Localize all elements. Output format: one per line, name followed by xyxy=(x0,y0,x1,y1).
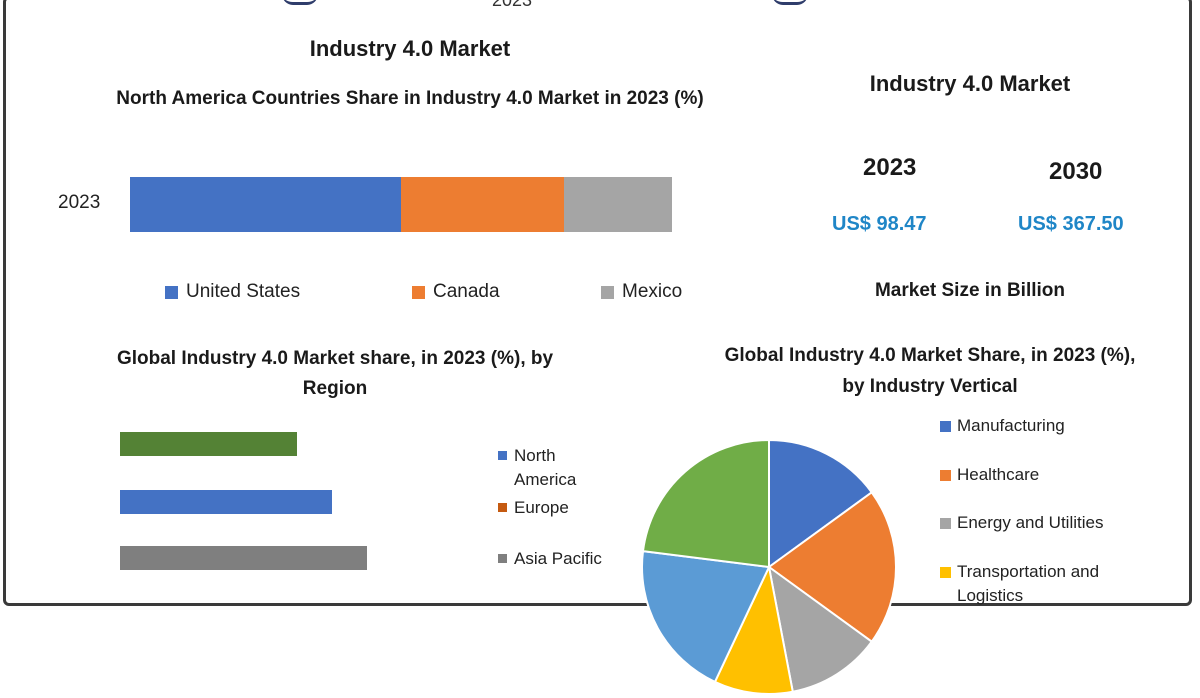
legend-united-states: United States xyxy=(165,281,300,303)
legend-transportation-and-logistics: Transportation and Logistics xyxy=(957,562,1100,605)
legend-canada: Canada xyxy=(412,281,500,303)
legend-label: United States xyxy=(186,281,301,302)
legend-energy-and-utilities: Energy and Utilities xyxy=(957,513,1104,532)
year-2023-label: 2023 xyxy=(863,154,917,181)
legend-swatch xyxy=(940,518,951,529)
legend-swatch xyxy=(412,285,425,299)
decorative-arc xyxy=(772,0,808,5)
legend-swatch xyxy=(498,503,507,512)
legend-swatch xyxy=(498,451,507,460)
legend-manufacturing: Manufacturing xyxy=(957,416,1065,435)
legend-europe: Europe xyxy=(514,498,569,517)
region-bar xyxy=(120,546,368,570)
legend-swatch xyxy=(165,285,178,299)
legend-label: Mexico xyxy=(622,281,683,302)
stacked-segment-canada xyxy=(401,177,564,232)
pie-slice xyxy=(641,438,770,569)
pie-slice xyxy=(768,438,874,569)
main-title: Industry 4.0 Market xyxy=(309,36,511,61)
legend-asia-pacific: Asia Pacific xyxy=(514,549,602,568)
market-panel-title: Industry 4.0 Market xyxy=(869,71,1071,96)
decorative-arc xyxy=(282,0,318,5)
market-size-caption: Market Size in Billion xyxy=(874,280,1066,301)
region-chart-title: Global Industry 4.0 Market share, in 202… xyxy=(116,348,554,399)
legend-swatch xyxy=(940,421,951,432)
legend-mexico: Mexico xyxy=(601,281,682,303)
legend-swatch xyxy=(940,567,951,578)
stacked-segment-united-states xyxy=(130,177,401,232)
stacked-segment-mexico xyxy=(563,177,672,232)
market-value-2030: US$ 367.50 xyxy=(1018,213,1124,235)
north-america-chart-title: North America Countries Share in Industr… xyxy=(116,88,704,109)
cut-off-year-label: 2023 xyxy=(492,0,533,10)
region-bar xyxy=(120,432,297,456)
legend-healthcare: Healthcare xyxy=(957,465,1040,484)
market-value-2023: US$ 98.47 xyxy=(832,213,927,235)
legend-swatch xyxy=(498,554,507,563)
year-2030-label: 2030 xyxy=(1049,158,1103,185)
industry-vertical-pie xyxy=(641,438,897,695)
stacked-bar-category-label: 2023 xyxy=(58,192,101,213)
vertical-chart-title: Global Industry 4.0 Market Share, in 202… xyxy=(724,345,1136,397)
legend-swatch xyxy=(940,470,951,481)
legend-swatch xyxy=(601,285,614,299)
legend-north-america: North America xyxy=(514,446,577,489)
region-bar xyxy=(120,490,333,514)
legend-label: Canada xyxy=(433,281,500,302)
